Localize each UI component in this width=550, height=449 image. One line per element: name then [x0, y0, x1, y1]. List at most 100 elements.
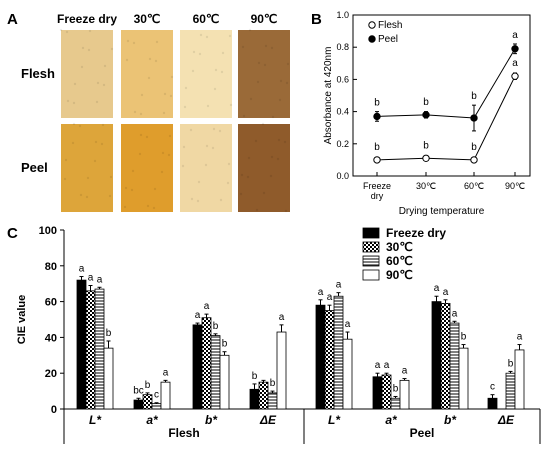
swatch-texture-dot [204, 163, 208, 167]
y-tick-label: 20 [45, 368, 57, 380]
swatch-texture-dot [254, 139, 258, 143]
significance-letter: b [213, 321, 219, 332]
significance-letter: b [222, 339, 228, 350]
x-tick-label: a* [385, 413, 398, 427]
swatch-texture-dot [123, 205, 127, 209]
panel-b: B 0.0 0.2 0.4 0.6 0.8 1.0 Freeze dry 30℃ 60℃ 90℃ Dr… [311, 10, 531, 217]
swatch-texture-dot [81, 46, 85, 50]
swatch-texture-dot [196, 199, 200, 203]
bar [151, 403, 162, 410]
data-point [373, 112, 381, 121]
significance-letter: a [512, 30, 518, 41]
sample-swatch [180, 30, 232, 118]
y-tick-label: 100 [39, 225, 57, 237]
swatch-texture-dot [240, 173, 244, 177]
swatch-texture-dot [182, 145, 186, 149]
data-point [422, 154, 430, 162]
bar [372, 376, 383, 410]
y-tick-label: 0.4 [336, 107, 349, 117]
x-tick-label: L* [89, 413, 102, 427]
swatch-texture-dot [242, 114, 246, 118]
swatch-texture-dot [132, 41, 136, 45]
y-tick-label: 40 [45, 332, 57, 344]
significance-letter: b [252, 371, 258, 382]
swatch-texture-dot [183, 105, 187, 109]
data-point [470, 114, 478, 122]
swatch-texture-dot [94, 140, 98, 144]
y-axis-label: CIE value [16, 295, 28, 345]
y-tick-label: 1.0 [336, 10, 349, 20]
swatch-texture-dot [168, 134, 172, 138]
bar [514, 349, 525, 410]
group-label: Flesh [168, 426, 199, 440]
swatch-texture-dot [170, 75, 174, 79]
swatch-texture-dot [130, 188, 134, 192]
legend-swatch [362, 241, 380, 253]
swatch-texture-dot [66, 99, 70, 103]
data-point [470, 156, 478, 164]
significance-letter: a [402, 366, 408, 377]
legend-marker [368, 21, 376, 29]
swatch-texture-dot [214, 68, 218, 72]
bar [103, 347, 114, 410]
swatch-texture-dot [96, 81, 100, 85]
swatch-texture-dot [139, 112, 143, 116]
swatch-texture-dot [139, 133, 143, 137]
bar [258, 381, 269, 410]
swatch-texture-dot [229, 103, 233, 107]
data-point [511, 72, 519, 80]
swatch-texture-dot [191, 69, 195, 73]
significance-letter: a [345, 319, 351, 330]
bar [201, 317, 212, 410]
bar [458, 347, 469, 410]
swatch-texture-dot [264, 44, 268, 48]
swatch-texture-dot [271, 115, 275, 119]
panel-a-column-label: 90℃ [251, 12, 278, 26]
bar [276, 331, 287, 410]
x-tick-label: a* [146, 413, 159, 427]
swatch-texture-dot [269, 174, 273, 178]
swatch-texture-dot [72, 122, 76, 126]
x-tick-label: 60℃ [464, 181, 484, 191]
bar [219, 354, 230, 410]
swatch-texture-dot [71, 141, 75, 145]
swatch-texture-dot [88, 29, 92, 33]
significance-letter: a [88, 272, 94, 283]
x-tick-label: b* [444, 413, 457, 427]
swatch-texture-dot [161, 151, 165, 155]
swatch-texture-dot [219, 198, 223, 202]
swatch-texture-dot [73, 82, 77, 86]
swatch-texture-dot [102, 83, 106, 87]
significance-letter: bc [133, 385, 144, 396]
legend-swatch [362, 255, 380, 267]
bar [94, 288, 105, 410]
significance-letter: a [204, 301, 210, 312]
x-tick-label: 30℃ [416, 181, 436, 191]
legend-label: Peel [378, 34, 398, 45]
swatch-texture-dot [276, 157, 280, 161]
panel-a-row-label: Flesh [21, 66, 55, 81]
swatch-texture-dot [80, 65, 84, 69]
bar [487, 397, 498, 410]
swatch-texture-dot [160, 170, 164, 174]
swatch-texture-dot [131, 169, 135, 173]
bar [390, 397, 401, 410]
swatch-texture-dot [270, 155, 274, 159]
swatch-texture-dot [285, 81, 289, 85]
swatch-texture-dot [249, 97, 253, 101]
swatch-texture-dot [211, 146, 215, 150]
panel-a-column-label: 30℃ [134, 12, 161, 26]
swatch-texture-dot [246, 175, 250, 179]
bar [133, 399, 144, 410]
swatch-texture-dot [241, 45, 245, 49]
plot-frame [352, 14, 531, 177]
legend-swatch [362, 269, 380, 281]
bar [342, 338, 353, 410]
swatch-texture-dot [248, 28, 252, 32]
swatch-texture-dot [103, 64, 107, 68]
bar [333, 295, 344, 410]
significance-letter: b [270, 378, 276, 389]
swatch-texture-dot [279, 79, 283, 83]
legend-label: 90℃ [386, 268, 413, 282]
